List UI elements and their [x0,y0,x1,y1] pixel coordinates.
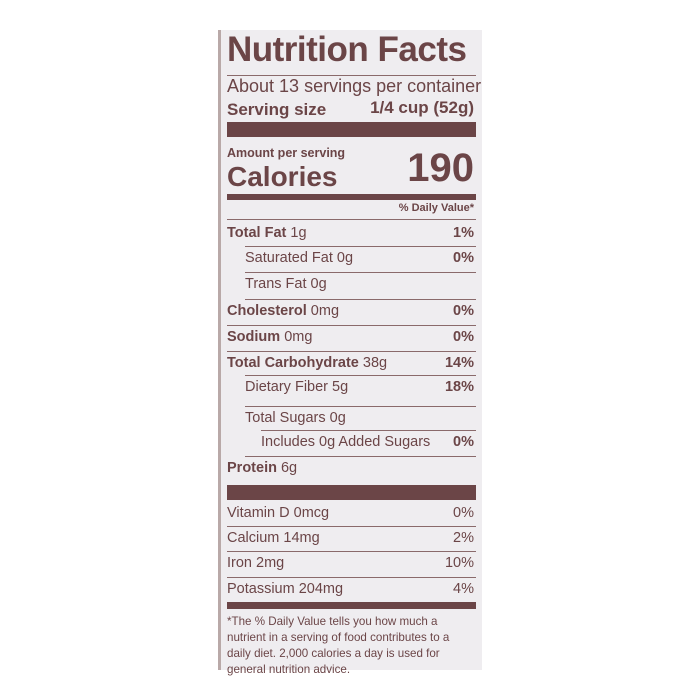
vitamin-daily-value: 0% [453,505,474,521]
vitamin-daily-value: 2% [453,530,474,546]
vitamin-row: Iron 2mg 10% [227,553,474,575]
divider [245,406,476,407]
vitamin-daily-value: 10% [444,555,474,571]
nutrient-label: Trans Fat [245,276,307,292]
nutrient-daily-value: 18% [444,379,474,395]
nutrient-label: Includes 0g Added Sugars [261,434,431,450]
nutrient-daily-value: 0% [453,250,474,266]
nutrient-amount: 0g [336,250,354,266]
nutrient-amount: 5g [332,379,349,395]
footnote: *The % Daily Value tells you how much a … [227,615,450,676]
serving-size-value: 1/4 cup (52g) [370,98,474,117]
divider [261,430,476,431]
thick-divider [227,485,476,500]
divider [245,272,476,273]
nutrition-facts-label: Nutrition Facts About 13 servings per co… [218,30,482,676]
nutrient-label: Cholesterol [227,303,307,319]
nutrient-name: Total Sugars 0g [245,410,346,426]
nutrient-name: Protein 6g [227,460,297,476]
vitamin-name: Potassium 204mg [227,581,343,597]
divider [245,375,476,376]
vitamin-daily-value: 4% [453,581,474,597]
vitamin-name: Vitamin D 0mcg [227,505,329,521]
vitamin-name: Calcium 14mg [227,530,320,546]
divider [245,456,476,457]
calories-value: 190 [407,146,474,190]
nutrient-name: Trans Fat 0g [245,276,327,292]
nutrient-daily-value: 14% [444,355,474,371]
nutrient-amount: 1g [290,225,307,241]
nutrient-name: Cholesterol 0mg [227,303,339,319]
nutrient-amount: 38g [362,355,388,371]
nutrient-amount: 6g [280,460,298,476]
divider [227,219,476,220]
thick-divider [227,122,476,137]
nutrient-row: Sodium 0mg 0% [227,327,474,349]
vitamin-amount: 204mg [298,581,344,597]
divider [245,299,476,300]
divider [245,246,476,247]
nutrient-row: Cholesterol 0mg 0% [227,301,474,323]
nutrient-daily-value: 0% [453,434,474,450]
vitamin-amount: 14mg [283,530,320,546]
nutrient-row: Saturated Fat 0g 0% [227,248,474,270]
divider [227,325,476,326]
divider [227,351,476,352]
nutrient-label: Saturated Fat [245,250,333,266]
nutrient-daily-value: 0% [453,329,474,345]
vitamin-label: Calcium [227,530,280,546]
vitamin-row: Potassium 204mg 4% [227,579,474,601]
servings-per-container: About 13 servings per container [227,76,482,96]
medium-divider [227,194,476,200]
vitamin-amount: 0mcg [293,505,330,521]
vitamin-label: Vitamin D [227,505,290,521]
nutrient-amount: 0g [329,410,346,426]
nutrient-label: Total Fat [227,225,287,241]
amount-per-serving: Amount per serving [227,146,346,160]
nutrient-amount: 0mg [310,303,340,319]
divider [227,551,476,552]
nutrient-row: Total Fat 1g 1% [227,223,474,245]
divider [227,75,476,76]
medium-divider [227,602,476,609]
nutrient-label: Dietary Fiber [245,379,328,395]
divider [227,526,476,527]
vitamin-name: Iron 2mg [227,555,284,571]
nutrient-daily-value: 1% [453,225,474,241]
nutrient-label: Total Carbohydrate [227,355,359,371]
nutrient-name: Total Fat 1g [227,225,307,241]
nutrient-amount: 0mg [284,329,313,345]
nutrient-amount: 0g [310,276,327,292]
nutrient-row: Includes 0g Added Sugars 0% [227,432,474,454]
nutrient-row: Trans Fat 0g [227,274,474,296]
vitamin-amount: 2mg [256,555,285,571]
nutrient-name: Total Carbohydrate 38g [227,355,387,371]
nutrient-row: Protein 6g [227,458,474,480]
nutrient-name: Includes 0g Added Sugars [261,434,430,450]
nutrient-name: Sodium 0mg [227,329,312,345]
nutrient-row: Total Carbohydrate 38g 14% [227,353,474,375]
nutrient-row: Total Sugars 0g [227,408,474,430]
nutrient-label: Total Sugars [245,410,326,426]
nutrient-daily-value: 0% [453,303,474,319]
divider [227,577,476,578]
vitamin-row: Vitamin D 0mcg 0% [227,503,474,525]
calories-label: Calories [227,161,338,192]
nutrient-label: Sodium [227,329,281,345]
vitamin-row: Calcium 14mg 2% [227,528,474,550]
vitamin-label: Potassium [227,581,295,597]
nutrient-name: Saturated Fat 0g [245,250,353,266]
daily-value-header: % Daily Value* [398,202,474,214]
nutrient-name: Dietary Fiber 5g [245,379,348,395]
serving-size-label: Serving size [227,100,327,119]
nutrient-row: Dietary Fiber 5g 18% [227,377,474,399]
vitamin-label: Iron [227,555,252,571]
label-title: Nutrition Facts [227,30,467,69]
nutrient-label: Protein [227,460,277,476]
